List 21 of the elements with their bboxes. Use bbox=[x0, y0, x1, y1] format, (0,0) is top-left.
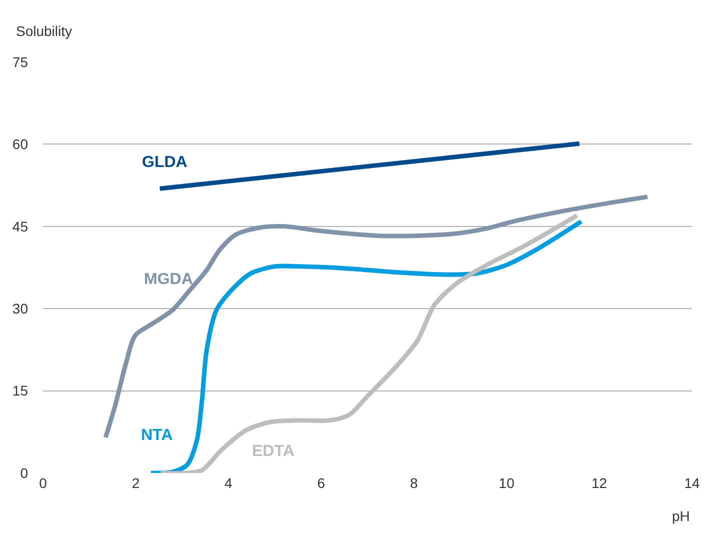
y-tick-label: 0 bbox=[20, 464, 28, 481]
y-tick-label: 30 bbox=[12, 300, 28, 316]
line-series bbox=[103, 194, 650, 440]
y-tick-label: 75 bbox=[12, 54, 28, 70]
series-label: NTA bbox=[141, 427, 174, 444]
y-axis-title: Solubility bbox=[16, 23, 72, 39]
series-label: MGDA bbox=[144, 271, 194, 288]
series-label: GLDA bbox=[142, 154, 188, 171]
x-tick-label: 12 bbox=[592, 475, 608, 491]
x-tick-label: 6 bbox=[317, 475, 326, 491]
x-tick-label: 10 bbox=[498, 475, 515, 491]
x-tick-label: 4 bbox=[224, 475, 233, 491]
x-tick-label: 8 bbox=[410, 475, 418, 491]
x-tick-label: 0 bbox=[39, 475, 48, 491]
series-label: EDTA bbox=[252, 443, 295, 460]
y-tick-label: 15 bbox=[12, 382, 28, 399]
x-tick-label: 2 bbox=[132, 475, 140, 491]
y-tick-label: 45 bbox=[12, 218, 28, 234]
x-tick-label: 14 bbox=[684, 475, 700, 491]
x-axis-title: pH bbox=[672, 508, 690, 524]
y-tick-label: 60 bbox=[12, 136, 28, 152]
